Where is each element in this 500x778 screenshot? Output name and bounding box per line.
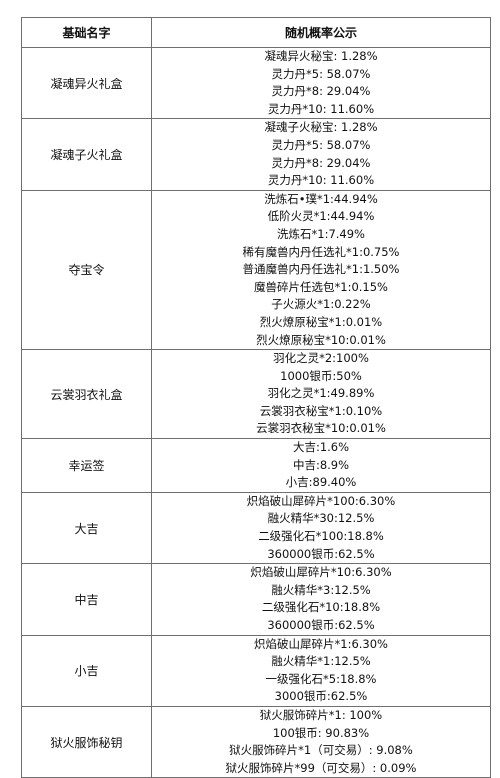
probability-line: 狱火服饰碎片*1: 100% <box>259 707 383 722</box>
probability-line: 低阶火灵*1:44.94% <box>267 209 375 224</box>
item-name: 小吉 <box>21 634 152 707</box>
probability-line: 炽焰破山犀碎片*10:6.30% <box>250 565 392 580</box>
probability-line: 羽化之灵*1:49.89% <box>267 386 375 401</box>
probability-line: 稀有魔兽内丹任选礼*1:0.75% <box>242 244 400 259</box>
probability-line: 1000银币:50% <box>280 368 362 383</box>
probability-line: 100银币: 90.83% <box>272 725 370 740</box>
table-body: 凝魂异火礼盒 凝魂异火秘宝: 1.28% 灵力丹*5: 58.07% 灵力丹*8: 2… <box>21 46 491 778</box>
probability-line: 炽焰破山犀碎片*1:6.30% <box>254 636 388 651</box>
table-row: 夺宝令 洗炼石•璞*1:44.94% 低阶火灵*1:44.94% 洗炼石*1:7.49… <box>21 189 491 351</box>
probability-cell: 炽焰破山犀碎片*10:6.30% 融火精华*3:12.5% 二级强化石*10:18.… <box>151 563 491 636</box>
item-name: 狱火服饰秘钥 <box>21 705 152 778</box>
probability-line: 360000银币:62.5% <box>267 618 375 632</box>
probability-cell: 炽焰破山犀碎片*1:6.30% 融火精华*1:12.5% 一级强化石*5:18.8%… <box>151 634 491 707</box>
table-row: 凝魂异火礼盒 凝魂异火秘宝: 1.28% 灵力丹*5: 58.07% 灵力丹*8: 2… <box>21 46 491 120</box>
probability-line: 子火源火*1:0.22% <box>271 297 371 312</box>
header-probability: 随机概率公示 <box>151 17 491 48</box>
probability-line: 狱火服饰碎片*1（可交易）: 9.08% <box>229 743 413 758</box>
probability-line: 烈火燎原秘宝*1:0.01% <box>259 314 383 329</box>
probability-line: 羽化之灵*2:100% <box>273 351 369 366</box>
item-name: 幸运签 <box>21 438 152 493</box>
probability-cell: 羽化之灵*2:100% 1000银币:50% 羽化之灵*1:49.89% 云裳羽衣秘宝… <box>151 349 491 440</box>
item-name: 云裳羽衣礼盒 <box>21 349 152 440</box>
probability-line: 云裳羽衣秘宝*1:0.10% <box>259 403 383 418</box>
probability-line: 烈火燎原秘宝*10:0.01% <box>256 332 386 347</box>
probability-line: 360000银币:62.5% <box>267 546 375 561</box>
probability-line: 灵力丹*5: 58.07% <box>271 137 371 152</box>
table-row: 大吉 炽焰破山犀碎片*100:6.30% 融火精华*30:12.5% 二级强化石*10… <box>21 491 491 565</box>
probability-line: 凝魂子火秘宝: 1.28% <box>264 120 378 135</box>
probability-line: 中吉:8.9% <box>292 457 350 472</box>
item-name: 夺宝令 <box>21 189 152 351</box>
probability-line: 灵力丹*10: 11.60% <box>267 101 375 116</box>
table-row: 小吉 炽焰破山犀碎片*1:6.30% 融火精华*1:12.5% 一级强化石*5:18.… <box>21 634 491 707</box>
probability-line: 大吉:1.6% <box>292 440 350 455</box>
table-row: 狱火服饰秘钥 狱火服饰碎片*1: 100% 100银币: 90.83% 狱火服饰碎片*… <box>21 705 491 778</box>
probability-line: 灵力丹*10: 11.60% <box>267 173 375 188</box>
probability-line: 洗炼石*1:7.49% <box>277 226 365 241</box>
probability-cell: 凝魂子火秘宝: 1.28% 灵力丹*5: 58.07% 灵力丹*8: 29.04% 灵… <box>151 118 491 191</box>
probability-line: 凝魂异火秘宝: 1.28% <box>264 49 378 63</box>
table-row: 中吉 炽焰破山犀碎片*10:6.30% 融火精华*3:12.5% 二级强化石*10:1… <box>21 563 491 636</box>
item-name: 凝魂子火礼盒 <box>21 118 152 191</box>
probability-line: 狱火服饰碎片*99（可交易）: 0.09% <box>225 760 417 775</box>
probability-line: 洗炼石•璞*1:44.94% <box>264 191 378 206</box>
probability-line: 云裳羽衣秘宝*10:0.01% <box>256 421 386 436</box>
probability-line: 魔兽碎片任选包*1:0.15% <box>254 279 388 294</box>
probability-line: 融火精华*30:12.5% <box>267 511 375 526</box>
probability-line: 一级强化石*5:18.8% <box>265 671 377 686</box>
probability-cell: 炽焰破山犀碎片*100:6.30% 融火精华*30:12.5% 二级强化石*100:… <box>151 491 491 565</box>
probability-line: 小吉:89.40% <box>285 475 357 490</box>
probability-cell: 大吉:1.6% 中吉:8.9% 小吉:89.40% <box>151 438 491 493</box>
probability-line: 二级强化石*100:18.8% <box>258 529 384 544</box>
probability-line: 融火精华*3:12.5% <box>271 582 371 597</box>
probability-line: 融火精华*1:12.5% <box>271 654 371 669</box>
probability-cell: 狱火服饰碎片*1: 100% 100银币: 90.83% 狱火服饰碎片*1（可交易）… <box>151 705 491 778</box>
item-name: 凝魂异火礼盒 <box>21 46 152 120</box>
table-row: 幸运签 大吉:1.6% 中吉:8.9% 小吉:89.40% <box>21 438 491 493</box>
item-name: 大吉 <box>21 491 152 565</box>
probability-line: 灵力丹*5: 58.07% <box>271 66 371 81</box>
probability-cell: 洗炼石•璞*1:44.94% 低阶火灵*1:44.94% 洗炼石*1:7.49% 稀有… <box>151 189 491 351</box>
probability-cell: 凝魂异火秘宝: 1.28% 灵力丹*5: 58.07% 灵力丹*8: 29.04% 灵… <box>151 46 491 120</box>
probability-line: 二级强化石*10:18.8% <box>261 600 381 615</box>
probability-line: 普通魔兽内丹任选礼*1:1.50% <box>242 262 400 277</box>
probability-line: 炽焰破山犀碎片*100:6.30% <box>246 493 396 508</box>
probability-line: 灵力丹*8: 29.04% <box>271 84 371 99</box>
probability-line: 灵力丹*8: 29.04% <box>271 155 371 170</box>
item-name: 中吉 <box>21 563 152 636</box>
table-row: 云裳羽衣礼盒 羽化之灵*2:100% 1000银币:50% 羽化之灵*1:49.89%… <box>21 349 491 440</box>
probability-line: 3000银币:62.5% <box>274 689 368 704</box>
header-name: 基础名字 <box>21 17 152 48</box>
header-row: 基础名字 随机概率公示 <box>21 17 491 48</box>
table-row: 凝魂子火礼盒 凝魂子火秘宝: 1.28% 灵力丹*5: 58.07% 灵力丹*8: 2… <box>21 118 491 191</box>
probability-table: 基础名字 随机概率公示 凝魂异火礼盒 凝魂异火秘宝: 1.28% 灵力丹*5: 58… <box>21 17 491 778</box>
